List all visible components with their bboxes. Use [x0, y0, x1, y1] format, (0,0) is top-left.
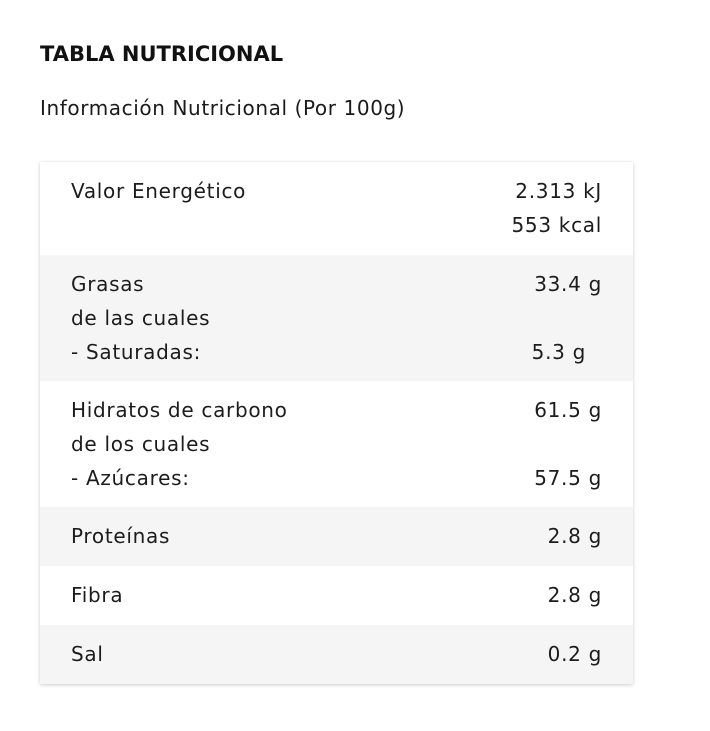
nutrition-row-protein: Proteínas 2.8 g: [40, 507, 633, 566]
row-label: Valor Energético: [71, 179, 247, 203]
nutrition-row-fiber: Fibra 2.8 g: [40, 566, 633, 625]
row-value: 2.8 g: [547, 524, 602, 548]
row-value: 33.4 g: [534, 272, 602, 296]
row-value: 5.3 g: [531, 340, 586, 364]
row-label: de las cuales: [71, 306, 211, 330]
row-label: Sal: [71, 642, 104, 666]
row-label: - Saturadas:: [71, 340, 202, 364]
nutrition-row-carbs: Hidratos de carbono 61.5 g de los cuales…: [40, 381, 633, 507]
row-label: Hidratos de carbono: [71, 398, 288, 422]
row-value: 2.8 g: [547, 583, 602, 607]
nutrition-row-energy: Valor Energético 2.313 kJ 553 kcal: [40, 162, 633, 255]
nutrition-row-salt: Sal 0.2 g: [40, 625, 633, 684]
row-value: 61.5 g: [534, 398, 602, 422]
row-value: 57.5 g: [534, 466, 602, 490]
page-subtitle: Información Nutricional (Por 100g): [40, 96, 406, 120]
page-title: TABLA NUTRICIONAL: [40, 42, 284, 66]
row-label: Proteínas: [71, 524, 171, 548]
nutrition-row-fat: Grasas 33.4 g de las cuales - Saturadas:…: [40, 255, 633, 381]
row-label: - Azúcares:: [71, 466, 190, 490]
row-label: de los cuales: [71, 432, 211, 456]
nutrition-table: Valor Energético 2.313 kJ 553 kcal Grasa…: [40, 162, 633, 684]
row-value: 0.2 g: [547, 642, 602, 666]
row-label: Grasas: [71, 272, 145, 296]
row-value: 2.313 kJ: [515, 179, 602, 203]
row-value: 553 kcal: [511, 213, 602, 237]
row-label: Fibra: [71, 583, 124, 607]
